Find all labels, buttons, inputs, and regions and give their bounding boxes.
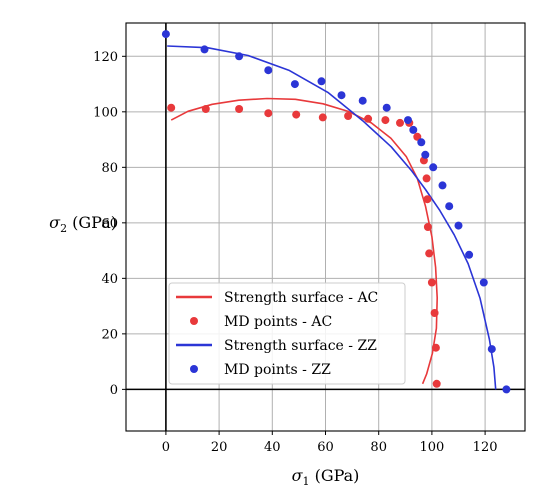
data-point (337, 91, 346, 100)
y-tick-label: 0 (110, 383, 118, 398)
data-point (161, 30, 170, 39)
series-layer (161, 30, 511, 394)
legend-marker-swatch (190, 317, 198, 325)
data-point (445, 202, 454, 211)
x-tick-label: 60 (317, 440, 334, 455)
data-point (417, 138, 426, 147)
legend-label: Strength surface - ZZ (224, 338, 377, 354)
data-point (429, 163, 438, 172)
data-point (200, 45, 209, 54)
data-point (167, 103, 176, 112)
x-tick-label: 80 (370, 440, 387, 455)
data-point (422, 174, 431, 183)
legend-marker-swatch (190, 365, 198, 373)
data-point (235, 52, 244, 61)
zero-lines (126, 23, 525, 431)
y-tick-label: 120 (93, 50, 118, 65)
data-point (425, 249, 434, 258)
legend-label: Strength surface - AC (224, 290, 378, 306)
data-point (427, 278, 436, 287)
y-axis-label: σ2 (GPa) (49, 213, 117, 235)
data-point (364, 114, 373, 123)
data-point (421, 150, 430, 159)
y-tick-label: 100 (93, 105, 118, 120)
data-point (201, 105, 210, 113)
data-point (502, 385, 511, 394)
data-point (317, 77, 326, 86)
data-point (423, 223, 432, 231)
data-point (423, 195, 432, 204)
y-tick-label: 40 (101, 272, 118, 287)
data-point (409, 125, 418, 134)
data-point (413, 132, 422, 141)
data-point (404, 116, 412, 125)
series-line-0 (170, 97, 439, 385)
data-point (438, 181, 447, 190)
ticks: 0 20 40 60 80 100 120 0 20 40 60 80 100 120 (93, 50, 497, 455)
series-line-2 (167, 45, 497, 390)
data-point (382, 103, 391, 112)
data-point (487, 345, 496, 354)
data-point (264, 109, 273, 118)
x-tick-label: 120 (473, 440, 498, 455)
data-point (264, 66, 273, 75)
data-point (235, 105, 244, 113)
y-tick-label: 80 (101, 161, 118, 176)
data-point (396, 118, 404, 127)
data-point (465, 250, 474, 259)
data-point (430, 309, 439, 317)
data-point (432, 379, 441, 388)
data-point (381, 116, 390, 125)
data-point (431, 343, 440, 352)
data-point (454, 221, 463, 230)
data-point (479, 278, 488, 287)
data-point (318, 113, 327, 122)
legend-label: MD points - AC (224, 314, 332, 330)
data-point (292, 110, 301, 119)
data-point (344, 112, 353, 120)
x-tick-label: 20 (211, 440, 228, 455)
x-tick-label: 40 (264, 440, 281, 455)
y-tick-label: 20 (101, 327, 118, 342)
legend: Strength surface - AC MD points - AC Stren… (168, 282, 406, 385)
x-tick-label: 0 (162, 440, 170, 455)
x-tick-label: 100 (419, 440, 444, 455)
legend-box (168, 282, 406, 385)
x-axis-label: σ1 (GPa) (292, 466, 360, 488)
y-tick-label: 60 (101, 216, 118, 231)
data-point (290, 80, 299, 89)
data-point (358, 96, 367, 105)
legend-label: MD points - ZZ (224, 362, 331, 378)
